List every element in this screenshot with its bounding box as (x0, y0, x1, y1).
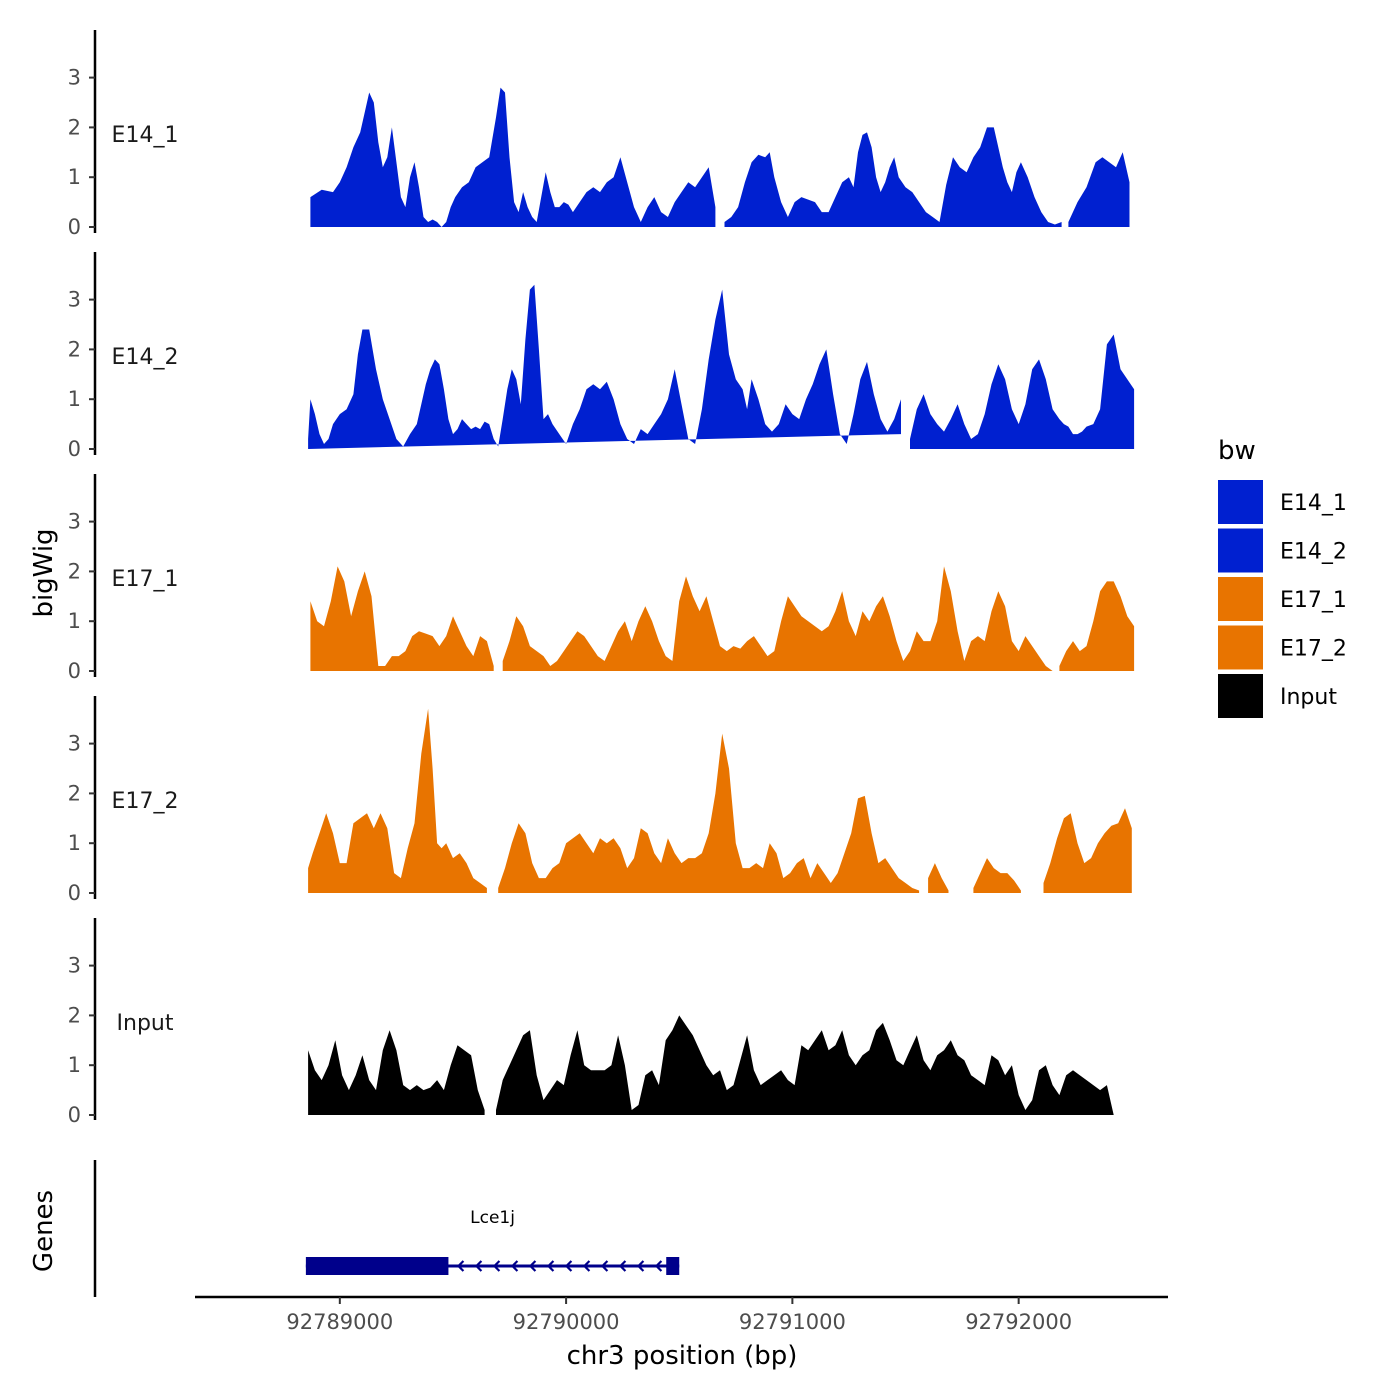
y-tick-label: 2 (68, 559, 81, 583)
strand-arrow (618, 1260, 627, 1272)
legend-swatch (1218, 528, 1263, 573)
y-axis-title-bigwig: bigWig (29, 528, 59, 617)
strand-arrow (564, 1260, 573, 1272)
y-tick-label: 1 (68, 609, 81, 633)
gene-end-exon (666, 1257, 680, 1275)
y-tick-label: 2 (68, 115, 81, 139)
y-tick-label: 0 (68, 659, 81, 683)
strand-arrow (582, 1260, 591, 1272)
coverage-area (496, 1015, 1114, 1115)
y-tick-label: 0 (68, 215, 81, 239)
coverage-area (308, 708, 487, 893)
x-axis: 92789000 92790000 92791000 92792000 (195, 1295, 1168, 1334)
coverage-area (1043, 808, 1132, 893)
y-tick-label: 3 (68, 288, 81, 312)
x-tick-label: 92791000 (739, 1310, 846, 1334)
legend-label: Input (1280, 685, 1337, 710)
gene-track: Lce1j (93, 1160, 680, 1297)
strand-arrow (636, 1260, 645, 1272)
y-axis-title-genes: Genes (29, 1190, 59, 1272)
coverage-area (928, 863, 949, 893)
legend-label: E17_1 (1280, 588, 1347, 613)
y-tick-label: 0 (68, 1103, 81, 1127)
y-tick-label: 1 (68, 165, 81, 189)
track-e17-1: 0 1 2 3 E17_1 (68, 474, 1135, 683)
coverage-area (1068, 152, 1130, 227)
legend-swatch (1218, 625, 1263, 670)
x-axis-title: chr3 position (bp) (567, 1341, 798, 1371)
x-tick-label: 92789000 (286, 1310, 393, 1334)
legend: bw E14_1 E14_2 E17_1 E17_2 Input (1218, 436, 1347, 718)
legend-swatch (1218, 577, 1263, 621)
strand-arrow (456, 1260, 465, 1272)
coverage-area (973, 858, 1021, 893)
legend-label: E14_1 (1280, 491, 1347, 516)
y-tick-label: 3 (68, 66, 81, 90)
y-tick-label: 2 (68, 1003, 81, 1027)
strand-arrow (528, 1260, 537, 1272)
legend-label: E17_2 (1280, 637, 1347, 662)
y-tick-label: 3 (68, 510, 81, 534)
gene-name-label: Lce1j (470, 1208, 515, 1228)
coverage-area (502, 566, 1053, 671)
legend-label: E14_2 (1280, 540, 1347, 565)
y-tick-label: 1 (68, 387, 81, 411)
track-e14-2: 0 1 2 3 E14_2 (68, 252, 1135, 461)
y-tick-label: 0 (68, 437, 81, 461)
strand-arrow (546, 1260, 555, 1272)
coverage-area (308, 284, 902, 449)
legend-title: bw (1218, 436, 1256, 466)
coverage-area (498, 733, 920, 893)
strand-arrow (474, 1260, 483, 1272)
coverage-area (1059, 581, 1135, 671)
y-tick-label: 1 (68, 831, 81, 855)
strand-arrow (510, 1260, 519, 1272)
strand-arrow (654, 1260, 663, 1272)
track-label: E14_1 (112, 123, 179, 148)
bigwig-tracks: 0 1 2 3 E14_1 0 1 2 3 E14_2 0 1 2 3 E17_1 0 1 2 3 E17_2 0 1 2 3… (68, 30, 1135, 1127)
y-tick-label: 1 (68, 1053, 81, 1077)
track-label: E14_2 (112, 345, 179, 370)
gene-thick-exon (305, 1257, 449, 1275)
y-tick-label: 3 (68, 732, 81, 756)
coverage-area (910, 334, 1135, 449)
track-label: Input (117, 1011, 174, 1036)
x-tick-label: 92792000 (965, 1310, 1072, 1334)
strand-arrow (492, 1260, 501, 1272)
coverage-area (310, 566, 494, 671)
coverage-area (310, 87, 716, 227)
y-tick-label: 0 (68, 881, 81, 905)
track-e17-2: 0 1 2 3 E17_2 (68, 696, 1132, 905)
y-tick-label: 2 (68, 781, 81, 805)
legend-swatch (1218, 480, 1263, 524)
track-input: 0 1 2 3 Input (68, 918, 1114, 1127)
y-tick-label: 3 (68, 954, 81, 978)
strand-arrow (600, 1260, 609, 1272)
y-tick-label: 2 (68, 337, 81, 361)
legend-swatch (1218, 674, 1263, 718)
coverage-area (308, 1030, 485, 1115)
coverage-area (724, 127, 1062, 227)
track-label: E17_1 (112, 567, 179, 592)
track-label: E17_2 (112, 789, 179, 814)
track-e14-1: 0 1 2 3 E14_1 (68, 30, 1130, 239)
x-tick-label: 92790000 (513, 1310, 620, 1334)
